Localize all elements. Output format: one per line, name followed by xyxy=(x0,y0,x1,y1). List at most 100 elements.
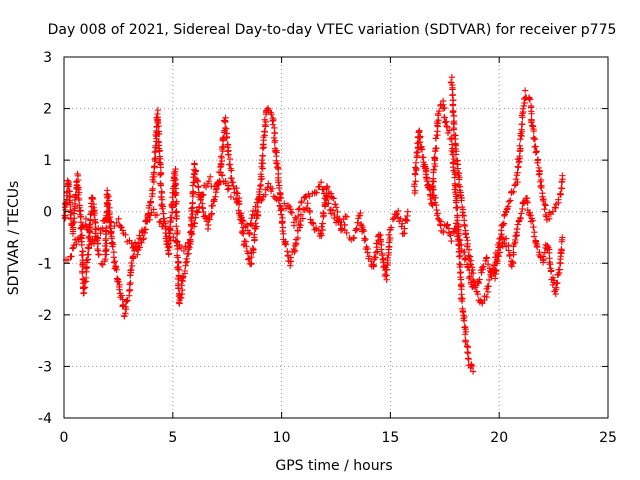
data-point xyxy=(465,274,473,282)
data-point xyxy=(167,217,174,225)
data-point xyxy=(235,200,243,207)
data-point xyxy=(165,226,172,233)
data-point xyxy=(452,151,460,158)
data-point xyxy=(259,195,266,203)
data-point xyxy=(269,121,277,128)
data-point xyxy=(333,204,340,211)
data-point xyxy=(517,214,524,221)
data-point xyxy=(264,184,271,191)
data-point xyxy=(189,182,197,189)
data-point xyxy=(87,211,94,218)
data-point xyxy=(536,249,543,256)
data-point xyxy=(534,243,541,251)
data-point xyxy=(99,225,106,232)
data-point xyxy=(192,168,199,175)
data-point xyxy=(435,107,443,115)
chart-title: Day 008 of 2021, Sidereal Day-to-day VTE… xyxy=(48,22,617,38)
data-point xyxy=(373,240,381,247)
data-point xyxy=(329,207,337,214)
data-point xyxy=(404,212,411,220)
data-point xyxy=(200,208,207,216)
data-point xyxy=(452,226,460,234)
y-tick-label: -4 xyxy=(38,411,52,427)
data-point xyxy=(248,260,255,267)
data-point xyxy=(287,208,294,215)
data-point xyxy=(134,240,142,247)
data-point xyxy=(69,230,77,237)
data-point xyxy=(151,164,158,171)
data-point xyxy=(64,256,72,264)
data-point xyxy=(343,229,350,237)
data-point xyxy=(297,211,305,218)
data-point xyxy=(65,183,72,190)
data-point xyxy=(86,233,93,240)
data-point xyxy=(526,96,533,103)
data-point xyxy=(108,240,115,247)
data-point xyxy=(456,263,464,271)
data-point xyxy=(450,155,458,163)
data-point xyxy=(464,264,472,271)
data-point xyxy=(436,216,443,224)
data-point xyxy=(128,259,135,267)
data-point xyxy=(251,234,258,241)
data-point xyxy=(524,199,531,206)
data-point xyxy=(462,338,469,345)
data-point xyxy=(166,230,173,237)
data-point xyxy=(505,198,513,205)
data-point xyxy=(483,254,490,261)
data-point xyxy=(509,258,516,266)
data-point xyxy=(460,315,467,322)
data-point xyxy=(513,225,521,233)
data-point xyxy=(127,266,135,274)
data-point xyxy=(519,114,526,121)
data-point xyxy=(218,154,225,162)
data-point xyxy=(552,286,560,293)
data-point xyxy=(104,201,112,209)
data-point xyxy=(333,216,341,224)
data-point xyxy=(539,259,547,266)
data-point xyxy=(186,236,194,243)
data-point xyxy=(448,73,456,81)
data-point xyxy=(446,127,453,134)
data-point xyxy=(307,216,314,223)
data-point xyxy=(529,217,536,224)
data-point xyxy=(426,184,433,191)
data-point xyxy=(549,208,557,215)
data-point xyxy=(122,310,129,317)
data-point xyxy=(342,212,349,220)
data-point xyxy=(412,178,419,185)
data-point xyxy=(290,222,298,229)
data-point xyxy=(142,226,149,233)
data-point xyxy=(212,188,220,196)
data-point xyxy=(464,349,471,356)
data-point xyxy=(238,214,245,221)
data-point xyxy=(151,155,158,163)
data-point xyxy=(394,207,402,215)
data-point xyxy=(471,282,478,290)
data-point xyxy=(77,234,84,241)
data-point xyxy=(115,215,122,223)
data-point xyxy=(532,149,540,156)
data-point xyxy=(293,236,300,243)
data-point xyxy=(173,223,180,230)
data-point xyxy=(280,230,287,238)
data-point xyxy=(547,268,555,275)
data-point xyxy=(275,179,282,186)
data-point xyxy=(174,245,181,253)
data-point xyxy=(270,134,278,142)
data-point xyxy=(157,182,164,189)
data-point xyxy=(187,228,195,236)
data-point xyxy=(98,260,105,267)
data-point xyxy=(320,210,327,217)
data-point xyxy=(335,218,342,225)
data-point xyxy=(466,266,473,274)
data-point xyxy=(465,246,473,253)
data-point xyxy=(484,288,492,296)
data-point xyxy=(77,219,85,226)
data-point xyxy=(465,355,472,363)
grid xyxy=(64,57,608,418)
data-point xyxy=(521,87,529,94)
data-point xyxy=(71,215,78,222)
data-point xyxy=(148,209,155,217)
data-point xyxy=(117,223,124,231)
